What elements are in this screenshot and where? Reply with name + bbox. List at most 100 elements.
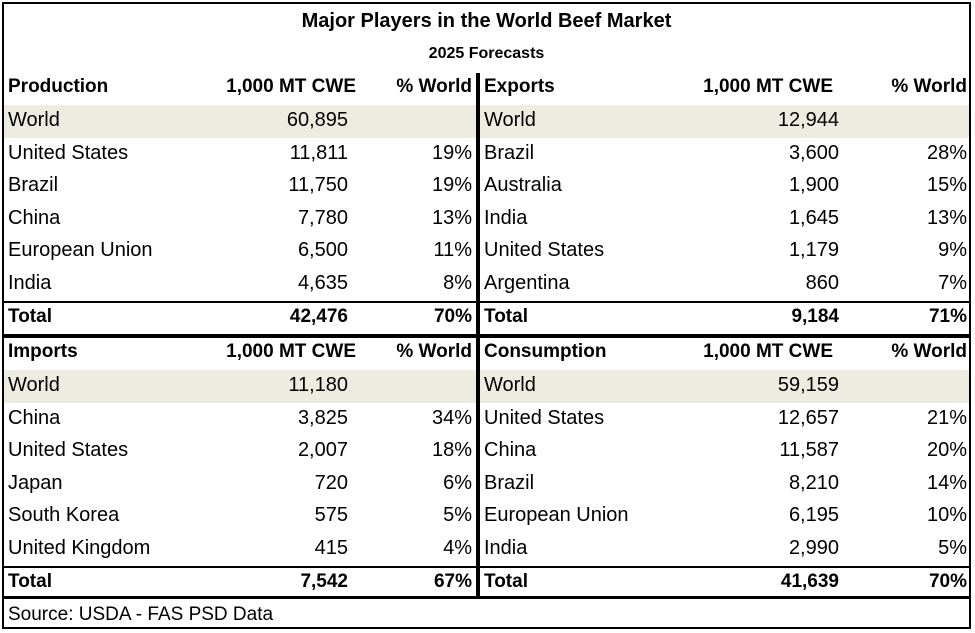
table-row: Brazil 3,600 28% (480, 138, 969, 171)
consumption-header-pct: % World (891, 341, 967, 362)
country-value: 1,645 (788, 206, 839, 229)
world-label: World (484, 109, 536, 131)
country-value: 11,811 (289, 141, 348, 164)
production-world-row: World 60,895 (4, 105, 476, 138)
table-row: European Union 6,500 11% (4, 235, 476, 268)
country-value: 2,990 (788, 536, 839, 559)
table-row: Japan 720 6% (4, 468, 476, 501)
consumption-header-row: Consumption 1,000 MT CWE % World (480, 338, 969, 370)
country-value: 11,750 (288, 174, 348, 197)
country-value: 1,179 (788, 239, 839, 262)
table-row: European Union 6,195 10% (480, 500, 969, 533)
country-name: United States (8, 439, 129, 462)
total-pct: 70% (433, 305, 472, 327)
country-pct: 19% (431, 174, 472, 197)
imports-table: Imports 1,000 MT CWE % World World 11,18… (4, 338, 476, 599)
consumption-header-label: Consumption (484, 341, 607, 362)
country-value: 11,587 (779, 439, 839, 462)
table-row: Brazil 8,210 14% (480, 468, 969, 501)
imports-world-row: World 11,180 (4, 370, 476, 403)
consumption-total-row: Total 41,639 70% (480, 565, 969, 599)
total-pct: 71% (928, 305, 967, 327)
country-pct: 14% (926, 471, 967, 494)
table-row: India 4,635 8% (4, 268, 476, 301)
country-pct: 13% (926, 206, 967, 229)
country-value: 6,195 (788, 504, 839, 527)
world-value: 60,895 (286, 109, 348, 131)
country-name: India (8, 271, 52, 294)
table-row: China 11,587 20% (480, 435, 969, 468)
exports-header-label: Exports (484, 76, 555, 97)
production-header-pct: % World (396, 76, 472, 97)
country-pct: 9% (938, 239, 967, 262)
country-pct: 21% (926, 406, 967, 429)
production-header-label: Production (8, 76, 109, 97)
country-value: 720 (314, 471, 348, 494)
country-name: China (8, 206, 61, 229)
table-row: India 1,645 13% (480, 203, 969, 236)
country-value: 415 (314, 536, 348, 559)
country-name: United States (8, 141, 129, 164)
exports-header-row: Exports 1,000 MT CWE % World (480, 73, 969, 105)
country-value: 575 (314, 504, 348, 527)
country-pct: 28% (926, 141, 967, 164)
country-name: United States (484, 239, 605, 262)
total-value: 7,542 (300, 570, 348, 592)
total-label: Total (484, 570, 528, 592)
exports-table: Exports 1,000 MT CWE % World World 12,94… (480, 73, 969, 334)
world-label: World (8, 109, 60, 131)
country-name: India (484, 206, 528, 229)
country-pct: 7% (938, 271, 967, 294)
table-row: China 3,825 34% (4, 403, 476, 436)
table-row: China 7,780 13% (4, 203, 476, 236)
production-header-unit: 1,000 MT CWE (226, 76, 356, 97)
country-name: Australia (484, 174, 562, 197)
country-name: China (484, 439, 537, 462)
table-row: United States 12,657 21% (480, 403, 969, 436)
page-subtitle: 2025 Forecasts (428, 45, 545, 62)
country-name: Brazil (484, 141, 535, 164)
country-pct: 5% (938, 536, 967, 559)
total-value: 41,639 (780, 570, 839, 592)
total-pct: 70% (928, 570, 967, 592)
page-title: Major Players in the World Beef Market (301, 10, 672, 32)
country-value: 8,210 (788, 471, 839, 494)
country-name: Brazil (8, 174, 59, 197)
table-row: India 2,990 5% (480, 533, 969, 566)
consumption-world-row: World 59,159 (480, 370, 969, 403)
exports-header-pct: % World (891, 76, 967, 97)
country-pct: 34% (431, 406, 472, 429)
total-value: 42,476 (289, 305, 348, 327)
country-value: 6,500 (297, 239, 348, 262)
country-pct: 10% (926, 504, 967, 527)
country-name: India (484, 536, 528, 559)
country-value: 3,825 (297, 406, 348, 429)
exports-world-row: World 12,944 (480, 105, 969, 138)
imports-header-unit: 1,000 MT CWE (226, 341, 356, 362)
table-row: Argentina 860 7% (480, 268, 969, 301)
country-name: European Union (484, 504, 629, 527)
country-pct: 11% (433, 239, 472, 262)
imports-total-row: Total 7,542 67% (4, 565, 476, 599)
country-name: China (8, 406, 61, 429)
total-label: Total (8, 305, 52, 327)
country-value: 1,900 (788, 174, 839, 197)
country-name: Japan (8, 471, 63, 494)
country-pct: 13% (431, 206, 472, 229)
imports-header-label: Imports (8, 341, 78, 362)
world-value: 11,180 (288, 374, 348, 396)
production-total-row: Total 42,476 70% (4, 300, 476, 334)
imports-header-pct: % World (396, 341, 472, 362)
total-label: Total (484, 305, 528, 327)
country-pct: 15% (926, 174, 967, 197)
production-header-row: Production 1,000 MT CWE % World (4, 73, 476, 105)
country-pct: 6% (443, 471, 472, 494)
country-pct: 4% (443, 536, 472, 559)
consumption-header-unit: 1,000 MT CWE (703, 341, 833, 362)
country-value: 2,007 (297, 439, 348, 462)
country-name: United Kingdom (8, 536, 151, 559)
table-row: United Kingdom 415 4% (4, 533, 476, 566)
country-pct: 20% (926, 439, 967, 462)
table-row: United States 2,007 18% (4, 435, 476, 468)
